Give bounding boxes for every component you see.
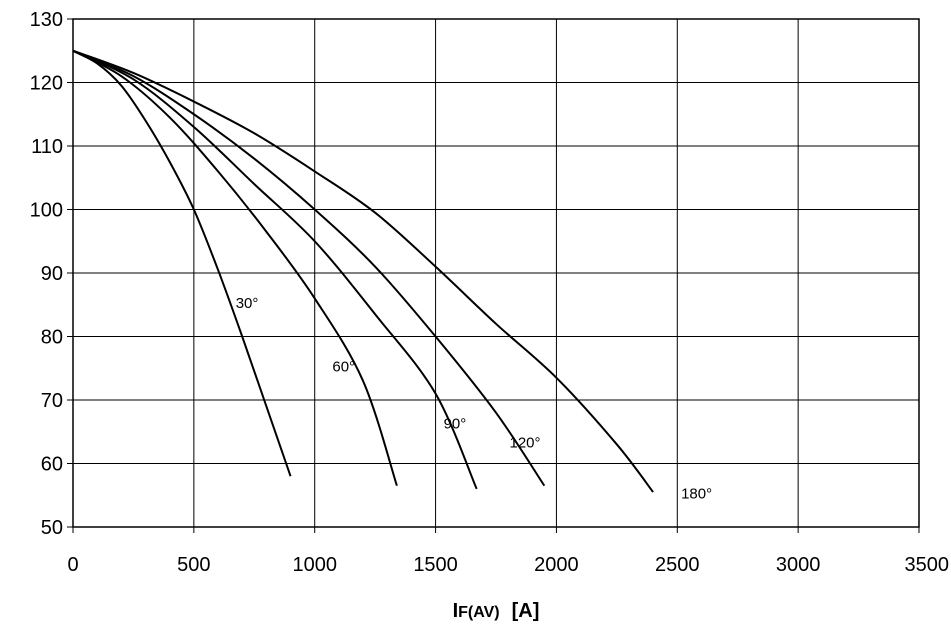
series-label-30deg: 30° [236,295,259,312]
series-line-120deg [72,49,546,487]
plot-frame [72,18,920,528]
series-line-90deg [72,49,478,490]
x-tick-label: 3500 [905,554,950,576]
x-axis-label-main: I [453,600,459,622]
x-axis-label: IF(AV) [A] [453,600,540,622]
x-axis-label-unit: [A] [512,600,540,622]
series-line-30deg [72,49,292,477]
y-tick-label: 50 [41,517,63,539]
x-tick-label: 3000 [776,554,821,576]
y-tick-labels: 50 60 70 80 90 100 110 120 130 [30,9,63,539]
x-axis-label-sub: F(AV) [458,604,499,621]
series-curves [72,49,654,493]
y-tick-label: 70 [41,390,63,412]
y-tick-label: 120 [30,73,63,95]
y-tick-label: 130 [30,9,63,31]
y-tick-label: 90 [41,263,63,285]
y-tick-label: 110 [31,136,63,158]
x-tick-label: 2500 [655,554,700,576]
series-label-180deg: 180° [681,485,712,502]
series-label-90deg: 90° [444,416,467,433]
x-tick-label: 500 [177,554,210,576]
series-line-60deg [72,49,398,487]
series-label-60deg: 60° [332,358,355,375]
series-labels: 30° 60° 90° 120° 180° [236,295,712,503]
y-tick-label: 80 [41,327,63,349]
x-tick-label: 2000 [534,554,579,576]
grid [67,18,920,533]
y-tick-label: 100 [30,200,63,222]
series-label-120deg: 120° [509,435,540,452]
series-line-180deg [72,49,654,493]
x-tick-label: 1000 [292,554,337,576]
x-tick-label: 0 [67,554,78,576]
y-tick-label: 60 [41,454,63,476]
x-tick-labels: 0 500 1000 1500 2000 2500 3000 3500 [67,554,949,576]
x-tick-label: 1500 [413,554,458,576]
